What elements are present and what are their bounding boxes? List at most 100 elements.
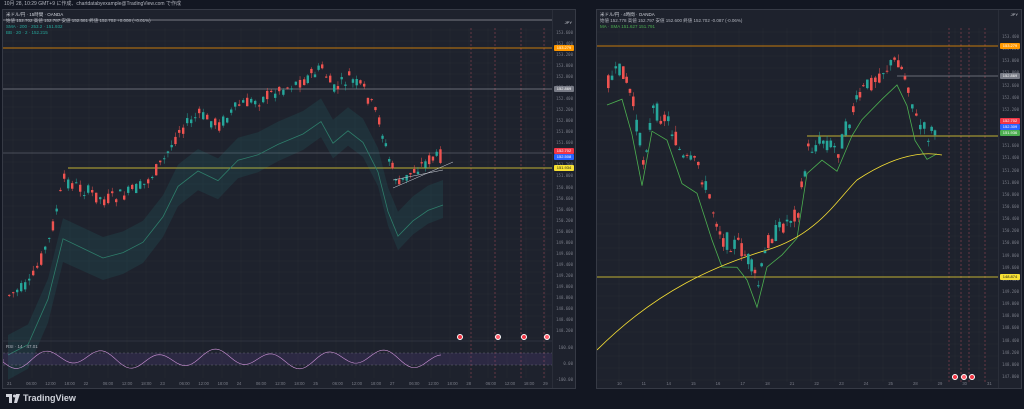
candle-body [166,151,170,153]
price-tick-label: 152.800 [1002,70,1019,75]
candle-body [725,232,729,250]
candle-body [370,99,373,101]
chart-canvas-right[interactable] [597,10,1022,389]
candle-body [99,197,102,200]
price-tag: 152.702 [1000,118,1020,124]
candle-body [24,282,27,290]
price-axis-left[interactable]: JPY 153.600 153.400 153.200 153.000 152.800 1… [552,10,575,388]
event-marker-icon[interactable] [457,334,463,340]
footer-bar: TradingView [0,390,1024,409]
candle-body [893,57,896,60]
candle-body [182,127,185,134]
chart-canvas-left[interactable] [3,10,576,389]
candle-body [844,121,848,136]
price-tick-label: 150.000 [1002,240,1019,246]
candle-body [622,66,625,79]
candle-body [230,109,233,113]
candle-body [258,105,261,107]
candle-body [770,239,774,243]
candle-body [71,183,74,189]
brand-name: TradingView [23,393,76,403]
price-tick-label: 150.200 [556,217,573,223]
candle-body [163,158,166,160]
candle-body [930,126,933,131]
candle-body [391,162,394,169]
candle-body [789,220,793,223]
candle-body [143,183,146,185]
price-axis-right[interactable]: JPY 153.400153.200153.000152.800152.6001… [998,10,1021,388]
candle-body [16,289,19,293]
time-tick-label: 27 [389,381,395,386]
event-marker-icon[interactable] [521,334,527,340]
time-tick-label: 12:00 [198,381,209,386]
ma-line-short [606,84,938,309]
candle-body [712,212,715,214]
candle-body [718,231,722,235]
candle-body [44,246,47,250]
candle-body [825,140,829,151]
candle-body [266,90,269,100]
candle-body [413,169,416,173]
candle-body [270,90,273,92]
candle-body [743,254,747,256]
price-tick-label: 148.600 [556,305,573,311]
candle-body [355,79,358,86]
candle-body [874,77,877,83]
candle-body [428,155,431,165]
candle-body [618,63,621,76]
symbol-title: 米ドル/円 · 4時間 · OANDA [600,12,655,17]
event-marker-icon[interactable] [961,374,967,380]
tradingview-logo[interactable]: TradingView [6,393,76,403]
candle-body [374,107,377,111]
candle-body [628,88,632,93]
candle-body [833,145,836,148]
candle-body [262,96,265,103]
ohlc-readout: 始値 152.702 高値 152.787 安値 152.581 終値 152.… [6,18,151,23]
event-marker-icon[interactable] [952,374,958,380]
candle-body [882,73,885,75]
candle-body [214,118,217,126]
candle-body [858,91,862,98]
candle-body [782,223,785,233]
candle-body [785,219,789,222]
candle-body [226,117,229,123]
time-tick-label: 12:00 [351,381,363,386]
indicator-legend-bb[interactable]: BB · 20 · 2 · 152.215 [6,30,48,35]
price-tick-label: 148.400 [556,316,573,322]
rsi-band-fill [3,353,555,365]
candle-body [306,75,309,84]
price-tick-label: 148.000 [1002,361,1019,367]
candle-body [246,97,249,107]
price-tick-label: 152.400 [556,96,573,102]
price-tick-label: 153.400 [1002,34,1019,39]
candle-body [107,193,110,204]
indicator-legend-sma[interactable]: SMA · 200 · 253.2 · 151.932 [6,24,63,29]
price-tick-label: 151.200 [1002,167,1019,173]
event-marker-icon[interactable] [969,374,975,380]
event-marker-icon[interactable] [495,334,501,340]
candle-body [63,173,66,179]
time-tick-label: 18:00 [64,381,75,386]
price-tick-label: 150.200 [1002,228,1019,234]
time-tick-label: 18 [765,381,770,386]
candle-body [685,154,689,156]
indicator-legend-ma[interactable]: MA · SMA 151.627 151.791 [600,24,656,29]
chart-pane-right[interactable]: 米ドル/円 · 4時間 · OANDA 始値 152.778 高値 152.79… [596,9,1022,389]
candle-body [254,100,257,105]
candle-body [242,100,245,103]
ohlc-readout: 始値 152.778 高値 152.797 安値 152.600 終値 152.… [600,18,743,23]
candle-body [59,189,62,192]
price-tick-label: 150.800 [1002,191,1019,197]
price-tick-label: 150.400 [1002,216,1019,222]
candle-body [12,292,15,294]
event-marker-icon[interactable] [544,334,550,340]
rsi-legend[interactable]: RSI · 14 · 47.01 [6,344,38,349]
candle-body [670,134,674,137]
candle-body [903,76,907,80]
candle-body [155,164,158,176]
candle-body [274,93,277,98]
candle-body [416,171,420,175]
chart-pane-left[interactable]: 米ドル/円 · 15時間 · OANDA 始値 152.702 高値 152.7… [2,9,576,389]
candle-body [424,161,427,168]
price-tick-label: 153.000 [556,63,573,69]
